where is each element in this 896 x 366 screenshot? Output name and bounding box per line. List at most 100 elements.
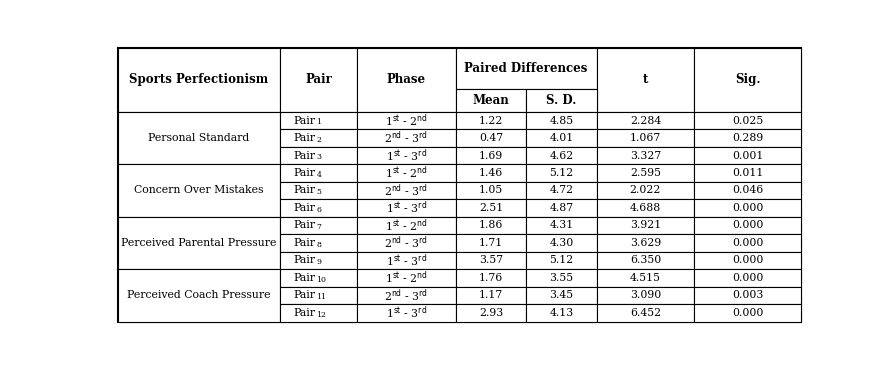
Bar [456, 112, 526, 129]
Bar [357, 147, 456, 164]
Bar [117, 48, 280, 112]
Bar [357, 164, 456, 182]
Bar [357, 304, 456, 321]
Bar [357, 112, 456, 129]
Bar [456, 234, 526, 251]
Text: 2.284: 2.284 [630, 116, 661, 126]
Text: 0.000: 0.000 [732, 203, 763, 213]
Bar [694, 199, 801, 217]
Bar [357, 217, 456, 234]
Text: 5.12: 5.12 [549, 168, 573, 178]
Text: 1$^{\mathrm{st}}$ - 3$^{\mathrm{rd}}$: 1$^{\mathrm{st}}$ - 3$^{\mathrm{rd}}$ [385, 252, 426, 269]
Text: Sports Perfectionism: Sports Perfectionism [129, 74, 269, 86]
Text: 0.47: 0.47 [478, 133, 503, 143]
Bar [526, 234, 597, 251]
Text: 4.515: 4.515 [630, 273, 661, 283]
Bar [456, 164, 526, 182]
Text: Pair: Pair [293, 116, 315, 126]
Bar [117, 269, 280, 321]
Bar [597, 147, 694, 164]
Bar [597, 304, 694, 321]
Text: 4.30: 4.30 [549, 238, 573, 248]
Text: 1$^{\mathrm{st}}$ - 3$^{\mathrm{rd}}$: 1$^{\mathrm{st}}$ - 3$^{\mathrm{rd}}$ [385, 199, 426, 216]
Bar [456, 217, 526, 234]
Text: 0.025: 0.025 [732, 116, 763, 126]
Text: t: t [642, 74, 648, 86]
Text: Pair: Pair [293, 220, 315, 231]
Bar [456, 182, 526, 199]
Text: Pair: Pair [293, 255, 315, 265]
Bar [526, 287, 597, 304]
Bar [357, 48, 456, 112]
Text: 11: 11 [316, 293, 326, 301]
Text: Pair: Pair [293, 308, 315, 318]
Text: 1: 1 [316, 118, 322, 126]
Bar [456, 304, 526, 321]
Bar [694, 112, 801, 129]
Text: 6.350: 6.350 [630, 255, 661, 265]
Bar [117, 164, 280, 217]
Text: 10: 10 [316, 276, 326, 284]
Text: 2.51: 2.51 [478, 203, 503, 213]
Text: Perceived Parental Pressure: Perceived Parental Pressure [121, 238, 277, 248]
Text: 1.46: 1.46 [478, 168, 503, 178]
Bar [280, 287, 357, 304]
Bar [526, 164, 597, 182]
Bar [526, 147, 597, 164]
Bar [597, 269, 694, 287]
Text: S. D.: S. D. [547, 94, 576, 107]
Bar [526, 129, 597, 147]
Text: 1$^{\mathrm{st}}$ - 3$^{\mathrm{rd}}$: 1$^{\mathrm{st}}$ - 3$^{\mathrm{rd}}$ [385, 147, 426, 164]
Bar [280, 199, 357, 217]
Bar [526, 251, 597, 269]
Bar [280, 48, 357, 112]
Bar [694, 147, 801, 164]
Text: 9: 9 [316, 258, 322, 266]
Text: 1$^{\mathrm{st}}$ - 2$^{\mathrm{nd}}$: 1$^{\mathrm{st}}$ - 2$^{\mathrm{nd}}$ [384, 165, 427, 181]
Bar [597, 251, 694, 269]
Text: 1.17: 1.17 [478, 290, 503, 300]
Bar [357, 182, 456, 199]
Text: 4: 4 [316, 171, 322, 179]
Text: Pair: Pair [305, 74, 332, 86]
Bar [357, 287, 456, 304]
Text: 1.76: 1.76 [478, 273, 503, 283]
Text: 2$^{\mathrm{nd}}$ - 3$^{\mathrm{rd}}$: 2$^{\mathrm{nd}}$ - 3$^{\mathrm{rd}}$ [384, 287, 428, 304]
Text: 2$^{\mathrm{nd}}$ - 3$^{\mathrm{rd}}$: 2$^{\mathrm{nd}}$ - 3$^{\mathrm{rd}}$ [384, 182, 428, 199]
Bar [357, 129, 456, 147]
Text: 3.921: 3.921 [630, 220, 661, 231]
Bar [526, 304, 597, 321]
Bar [694, 287, 801, 304]
Bar [280, 304, 357, 321]
Bar [456, 147, 526, 164]
Text: 1$^{\mathrm{st}}$ - 3$^{\mathrm{rd}}$: 1$^{\mathrm{st}}$ - 3$^{\mathrm{rd}}$ [385, 305, 426, 321]
Text: 4.87: 4.87 [549, 203, 573, 213]
Bar [597, 217, 694, 234]
Text: 1.69: 1.69 [478, 150, 503, 161]
Text: 0.000: 0.000 [732, 308, 763, 318]
Text: 4.31: 4.31 [549, 220, 573, 231]
Bar [597, 234, 694, 251]
Bar [357, 251, 456, 269]
Bar [280, 217, 357, 234]
Bar [526, 199, 597, 217]
Text: 1.71: 1.71 [478, 238, 503, 248]
Text: Personal Standard: Personal Standard [148, 133, 249, 143]
Text: 3.45: 3.45 [549, 290, 573, 300]
Bar [597, 287, 694, 304]
Bar [456, 48, 597, 89]
Text: Pair: Pair [293, 150, 315, 161]
Text: 1$^{\mathrm{st}}$ - 2$^{\mathrm{nd}}$: 1$^{\mathrm{st}}$ - 2$^{\mathrm{nd}}$ [384, 112, 427, 129]
Bar [280, 269, 357, 287]
Bar [280, 182, 357, 199]
Bar [357, 199, 456, 217]
Text: 5.12: 5.12 [549, 255, 573, 265]
Bar [280, 147, 357, 164]
Bar [694, 304, 801, 321]
Bar [526, 217, 597, 234]
Text: Sig.: Sig. [735, 74, 761, 86]
Text: 1.05: 1.05 [478, 186, 503, 195]
Bar [456, 269, 526, 287]
Text: Pair: Pair [293, 273, 315, 283]
Bar [280, 251, 357, 269]
